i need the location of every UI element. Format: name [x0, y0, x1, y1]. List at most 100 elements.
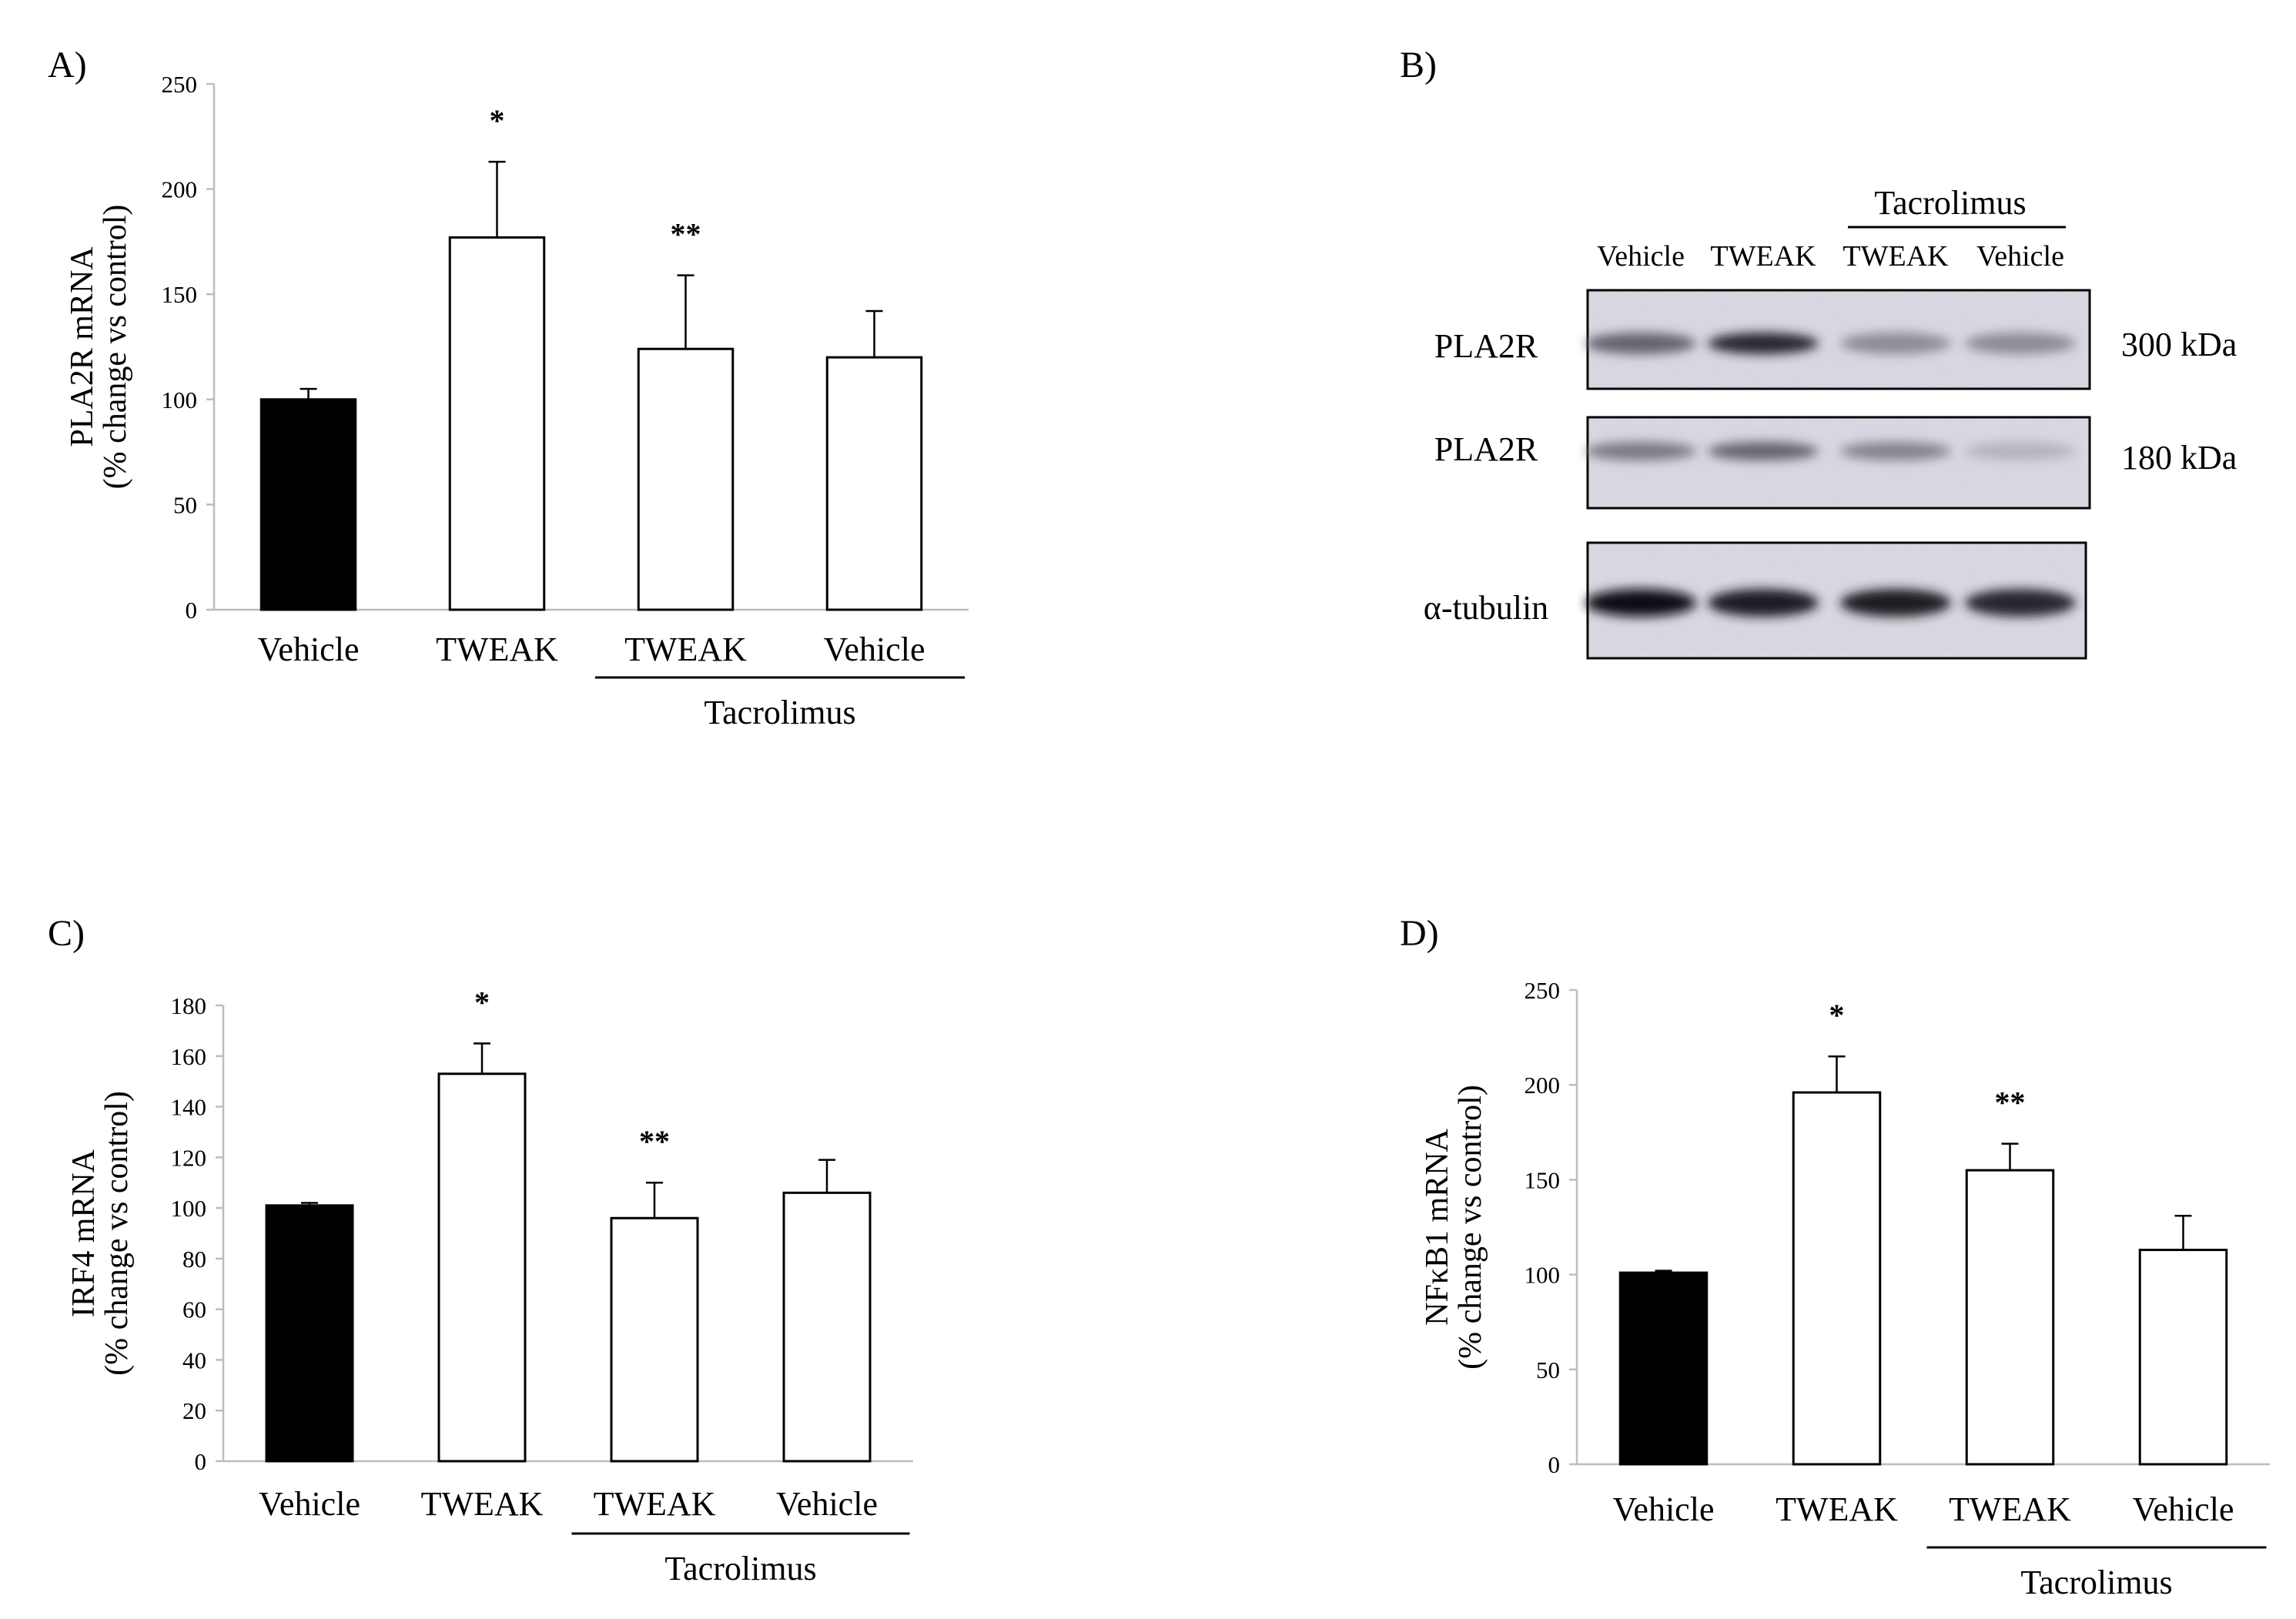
blot-lane-label: Vehicle [1597, 240, 1685, 273]
y-axis-label: (% change vs control) [98, 205, 133, 490]
blot-lane-label: TWEAK [1710, 240, 1816, 273]
x-tick-label: Vehicle [776, 1485, 878, 1523]
blot-size-label: 180 kDa [2121, 439, 2237, 477]
y-tick-label: 160 [171, 1043, 207, 1070]
blot-row: PLA2R 180 kDa [1434, 416, 2237, 510]
y-axis-label: (% change vs control) [1453, 1085, 1488, 1370]
chart-a: 0 50 100 150 200 250 Vehicle * TWEAK ** TWEAK Vehic… [65, 71, 969, 731]
panel-c: C) 0 20 40 60 80 100 120 140 160 180 Vehicle * TWEAK… [48, 913, 913, 1587]
blot-size-label: 300 kDa [2121, 326, 2237, 363]
y-tick-label: 120 [171, 1144, 207, 1171]
blot-lane-label: TWEAK [1842, 240, 1949, 273]
blot-band [1965, 442, 2076, 460]
y-tick-label: 200 [162, 176, 198, 203]
group-label: Tacrolimus [704, 694, 855, 731]
panel-d: D) 0 50 100 150 200 250 Vehicle * TWEAK ** TWEAK Ve… [1400, 913, 2270, 1601]
y-axis-label: (% change vs control) [99, 1091, 135, 1376]
bar [259, 398, 357, 611]
group-label: Tacrolimus [2020, 1564, 2172, 1601]
x-tick-label: TWEAK [594, 1485, 716, 1523]
group-label: Tacrolimus [664, 1550, 816, 1587]
y-tick-label: 50 [1536, 1356, 1560, 1383]
y-tick-label: 80 [182, 1246, 206, 1273]
blot-group-label: Tacrolimus [1874, 184, 2026, 222]
x-tick-label: Vehicle [1613, 1490, 1715, 1528]
y-axis-label: IRF4 mRNA [66, 1149, 102, 1317]
blot-band [1965, 333, 2076, 354]
panel-letter: A) [48, 45, 87, 85]
panel-letter: D) [1400, 913, 1439, 954]
significance-label: * [1829, 998, 1845, 1032]
chart-c: 0 20 40 60 80 100 120 140 160 180 Vehicle * TWEAK ** T… [66, 985, 913, 1587]
panel-letter: B) [1400, 45, 1437, 85]
bar [782, 1191, 872, 1463]
bar [610, 1216, 699, 1463]
y-tick-label: 50 [173, 491, 197, 518]
y-tick-label: 150 [1525, 1166, 1561, 1193]
y-tick-label: 180 [171, 992, 207, 1019]
y-tick-label: 20 [182, 1397, 206, 1424]
bar [637, 347, 735, 611]
x-tick-label: Vehicle [824, 631, 925, 668]
blot-row: α-tubulin [1424, 541, 2087, 660]
blot-row-label: PLA2R [1434, 430, 1538, 468]
significance-label: ** [1995, 1085, 2026, 1120]
blot-row: PLA2R 300 kDa [1434, 289, 2237, 390]
x-tick-label: Vehicle [2133, 1490, 2234, 1528]
blot-band [1708, 442, 1819, 460]
chart-d: 0 50 100 150 200 250 Vehicle * TWEAK ** TWEAK Vehic… [1420, 977, 2270, 1601]
panel-a: A) 0 50 100 150 200 250 Vehicle * TWEAK ** TWEAK Ve… [48, 45, 969, 731]
blot-row-label: PLA2R [1434, 327, 1538, 365]
y-tick-label: 0 [186, 597, 198, 624]
blot-band [1585, 589, 1696, 617]
x-tick-label: TWEAK [624, 631, 747, 668]
y-tick-label: 0 [1548, 1451, 1561, 1478]
y-tick-label: 60 [182, 1296, 206, 1323]
significance-label: * [474, 985, 490, 1019]
bar [1792, 1091, 1882, 1466]
y-axis-label: NFκB1 mRNA [1420, 1128, 1455, 1325]
x-tick-label: TWEAK [1949, 1490, 2071, 1528]
blot-band [1840, 442, 1951, 460]
bar [1965, 1169, 2055, 1466]
y-tick-label: 250 [1525, 977, 1561, 1004]
bar [448, 236, 546, 611]
significance-label: ** [671, 217, 701, 252]
y-tick-label: 40 [182, 1346, 206, 1373]
blot-band [1708, 333, 1819, 354]
x-tick-label: Vehicle [258, 631, 360, 668]
significance-label: * [490, 103, 505, 138]
bar [437, 1072, 527, 1463]
blot-band [1840, 333, 1951, 354]
panel-letter: C) [48, 913, 85, 954]
y-tick-label: 100 [1525, 1262, 1561, 1289]
x-tick-label: Vehicle [259, 1485, 360, 1523]
bar [825, 356, 923, 611]
blot-texture [1588, 417, 2090, 508]
x-tick-label: TWEAK [1776, 1490, 1898, 1528]
bar [1618, 1271, 1709, 1466]
bar [2138, 1249, 2228, 1466]
blot-rows: PLA2R 300 kDa PLA2R 180 kDa α-tubulin [1424, 289, 2237, 660]
blot-lane-labels: Vehicle TWEAK TWEAK Vehicle [1597, 240, 2064, 273]
x-tick-label: TWEAK [436, 631, 558, 668]
y-tick-label: 140 [171, 1094, 207, 1121]
y-tick-label: 100 [162, 386, 198, 413]
y-tick-label: 250 [162, 71, 198, 98]
blot-band [1708, 589, 1819, 617]
significance-label: ** [639, 1124, 670, 1159]
blot-band [1585, 333, 1696, 354]
blot-band [1965, 589, 2076, 617]
x-tick-label: TWEAK [421, 1485, 544, 1523]
y-tick-label: 0 [195, 1448, 207, 1475]
y-axis-label: PLA2R mRNA [65, 246, 100, 447]
blot-lane-label: Vehicle [1976, 240, 2064, 273]
y-tick-label: 100 [171, 1195, 207, 1222]
y-tick-label: 150 [162, 281, 198, 308]
blot-band [1585, 442, 1696, 460]
blot-band [1840, 589, 1951, 617]
bar [265, 1204, 354, 1463]
y-tick-label: 200 [1525, 1072, 1561, 1099]
panel-b: B) Tacrolimus Vehicle TWEAK TWEAK Vehicle P… [1400, 45, 2237, 660]
